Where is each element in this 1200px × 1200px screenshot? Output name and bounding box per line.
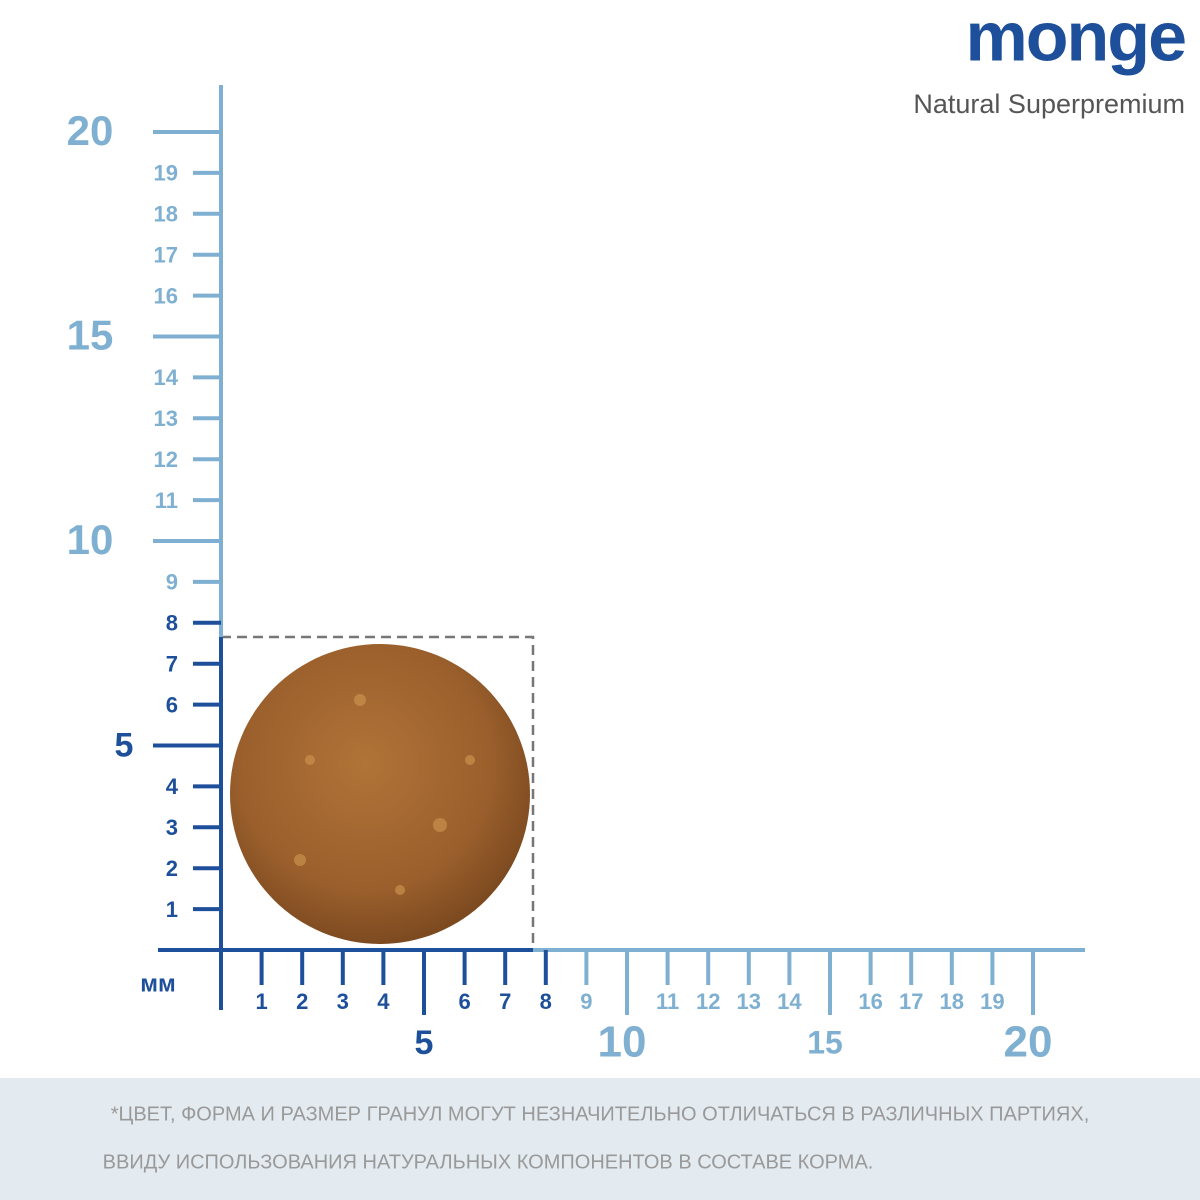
x-tick-label: 4 xyxy=(377,989,390,1014)
size-box xyxy=(221,635,535,950)
x-major-label: 10 xyxy=(598,1018,647,1067)
y-major-label: 15 xyxy=(67,312,114,359)
y-tick-label: 2 xyxy=(166,856,178,881)
x-tick-label: 6 xyxy=(458,989,470,1014)
x-tick-label: 16 xyxy=(858,989,882,1014)
y-tick-label: 17 xyxy=(154,243,178,268)
x-tick-label: 8 xyxy=(540,989,552,1014)
x-major-label: 20 xyxy=(1004,1018,1053,1067)
y-tick-label: 11 xyxy=(155,488,178,513)
x-tick-label: 14 xyxy=(777,989,802,1014)
x-tick-label: 9 xyxy=(580,989,592,1014)
x-tick-label: 17 xyxy=(899,989,923,1014)
y-tick-label: 3 xyxy=(166,815,178,840)
x-tick-label: 2 xyxy=(296,989,308,1014)
y-tick-label: 9 xyxy=(166,570,178,595)
footnote-line: *ЦВЕТ, ФОРМА И РАЗМЕР ГРАНУЛ МОГУТ НЕЗНА… xyxy=(111,1103,1090,1125)
brand-tagline: Natural Superpremium xyxy=(913,89,1185,119)
x-tick-label: 3 xyxy=(337,989,349,1014)
y-tick-label: 13 xyxy=(154,406,178,431)
brand-name: monge xyxy=(966,0,1186,75)
y-tick-label: 4 xyxy=(166,774,179,799)
y-tick-label: 16 xyxy=(154,283,178,308)
x-tick-label: 7 xyxy=(499,989,511,1014)
y-tick-label: 12 xyxy=(154,447,178,472)
y-tick-label: 8 xyxy=(166,611,178,636)
x-tick-label: 1 xyxy=(255,989,267,1014)
y-tick-label: 18 xyxy=(154,202,178,227)
y-tick-label: 1 xyxy=(166,897,178,922)
unit-label: мм xyxy=(140,970,176,997)
y-tick-label: 6 xyxy=(166,692,178,717)
x-tick-label: 12 xyxy=(696,989,720,1014)
y-tick-label: 14 xyxy=(154,365,179,390)
y-major-label: 10 xyxy=(67,516,114,563)
y-major-label: 5 xyxy=(115,726,134,764)
footnote-line: ВВИДУ ИСПОЛЬЗОВАНИЯ НАТУРАЛЬНЫХ КОМПОНЕН… xyxy=(103,1151,874,1173)
y-major-label: 20 xyxy=(67,107,114,154)
x-tick-label: 11 xyxy=(656,989,679,1014)
y-tick-label: 19 xyxy=(154,161,178,186)
kibble xyxy=(230,644,530,944)
y-tick-label: 7 xyxy=(166,652,178,677)
x-tick-label: 13 xyxy=(737,989,761,1014)
x-tick-label: 19 xyxy=(980,989,1004,1014)
kibble-texture xyxy=(294,694,475,895)
footer-band xyxy=(0,1078,1200,1200)
x-major-label: 5 xyxy=(415,1024,434,1062)
x-major-label: 15 xyxy=(807,1024,843,1060)
x-tick-label: 18 xyxy=(940,989,964,1014)
